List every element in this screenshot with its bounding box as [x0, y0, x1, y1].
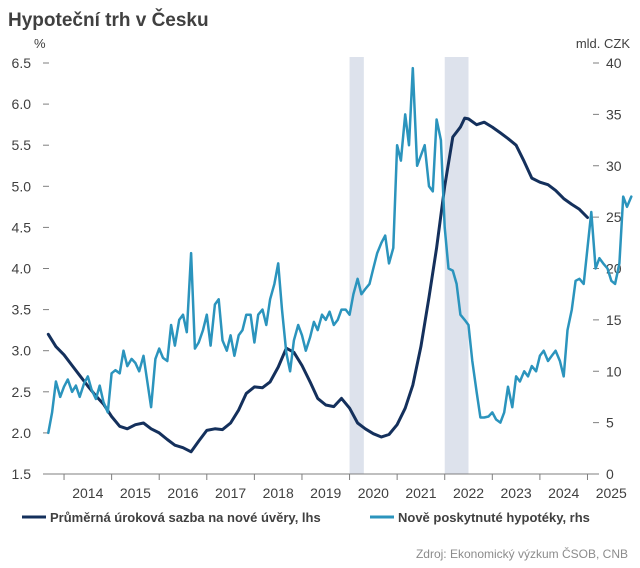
- y-left-tick-label-8: 2.5: [12, 384, 32, 400]
- legend-label-volume: Nově poskytnuté hypotéky, rhs: [398, 510, 590, 525]
- x-tick-label-9: 2023: [501, 485, 532, 501]
- source-note: Zdroj: Ekonomický výzkum ČSOB, CNB: [416, 546, 628, 561]
- y-left-tick-label-4: 4.5: [12, 219, 32, 235]
- x-tick-label-2: 2016: [167, 485, 198, 501]
- y-right-tick-label-7: 5: [606, 415, 614, 431]
- y-left-tick-label-5: 4.0: [12, 261, 32, 277]
- y-left-tick-label-3: 5.0: [12, 178, 32, 194]
- plot-series: [46, 66, 633, 454]
- y-left-tick-label-6: 3.5: [12, 302, 32, 318]
- x-tick-label-10: 2024: [548, 485, 579, 501]
- y-right-tick-label-5: 15: [606, 312, 622, 328]
- y-right-tick-label-2: 30: [606, 158, 622, 174]
- series-line-rate: [46, 116, 589, 454]
- x-tick-label-0: 2014: [72, 485, 103, 501]
- x-tick-label-6: 2020: [358, 485, 389, 501]
- y-axis-right-unit: mld. CZK: [576, 36, 631, 51]
- x-axis-ticks: 2014 2015 2016 2017 2018 2019 2020 2021 2022 2023…: [63, 474, 627, 501]
- y-axis-left-unit: %: [34, 36, 46, 51]
- y-right-tick-label-1: 35: [606, 106, 622, 122]
- y-left-tick-label-0: 6.5: [12, 55, 32, 71]
- x-tick-label-3: 2017: [215, 485, 246, 501]
- y-axis-left-ticks: 6.5 6.0 5.5 5.0 4.5 4.0 3.5 3.0 2.5 2.0 1.5: [12, 55, 49, 482]
- y-left-tick-label-10: 1.5: [12, 466, 32, 482]
- y-right-tick-label-0: 40: [606, 55, 622, 71]
- y-left-tick-label-7: 3.0: [12, 343, 32, 359]
- shaded-period-0: [349, 57, 364, 474]
- y-left-tick-label-2: 5.5: [12, 137, 32, 153]
- x-tick-label-1: 2015: [120, 485, 151, 501]
- y-right-tick-label-3: 25: [606, 209, 622, 225]
- y-left-tick-label-9: 2.0: [12, 425, 32, 441]
- chart-title: Hypoteční trh v Česku: [8, 9, 209, 31]
- series-line-volume: [47, 66, 633, 435]
- y-right-tick-label-6: 10: [606, 363, 622, 379]
- shaded-period-1: [444, 57, 469, 474]
- x-tick-label-4: 2018: [263, 485, 294, 501]
- x-tick-label-11: 2025: [596, 485, 627, 501]
- legend: Průměrná úroková sazba na nové úvěry, lh…: [22, 510, 590, 525]
- x-tick-label-5: 2019: [310, 485, 341, 501]
- highlight-periods: [349, 57, 469, 474]
- legend-label-rate: Průměrná úroková sazba na nové úvěry, lh…: [50, 510, 321, 525]
- x-tick-label-7: 2021: [405, 485, 436, 501]
- x-tick-label-8: 2022: [453, 485, 484, 501]
- y-right-tick-label-8: 0: [606, 466, 614, 482]
- y-left-tick-label-1: 6.0: [12, 96, 32, 112]
